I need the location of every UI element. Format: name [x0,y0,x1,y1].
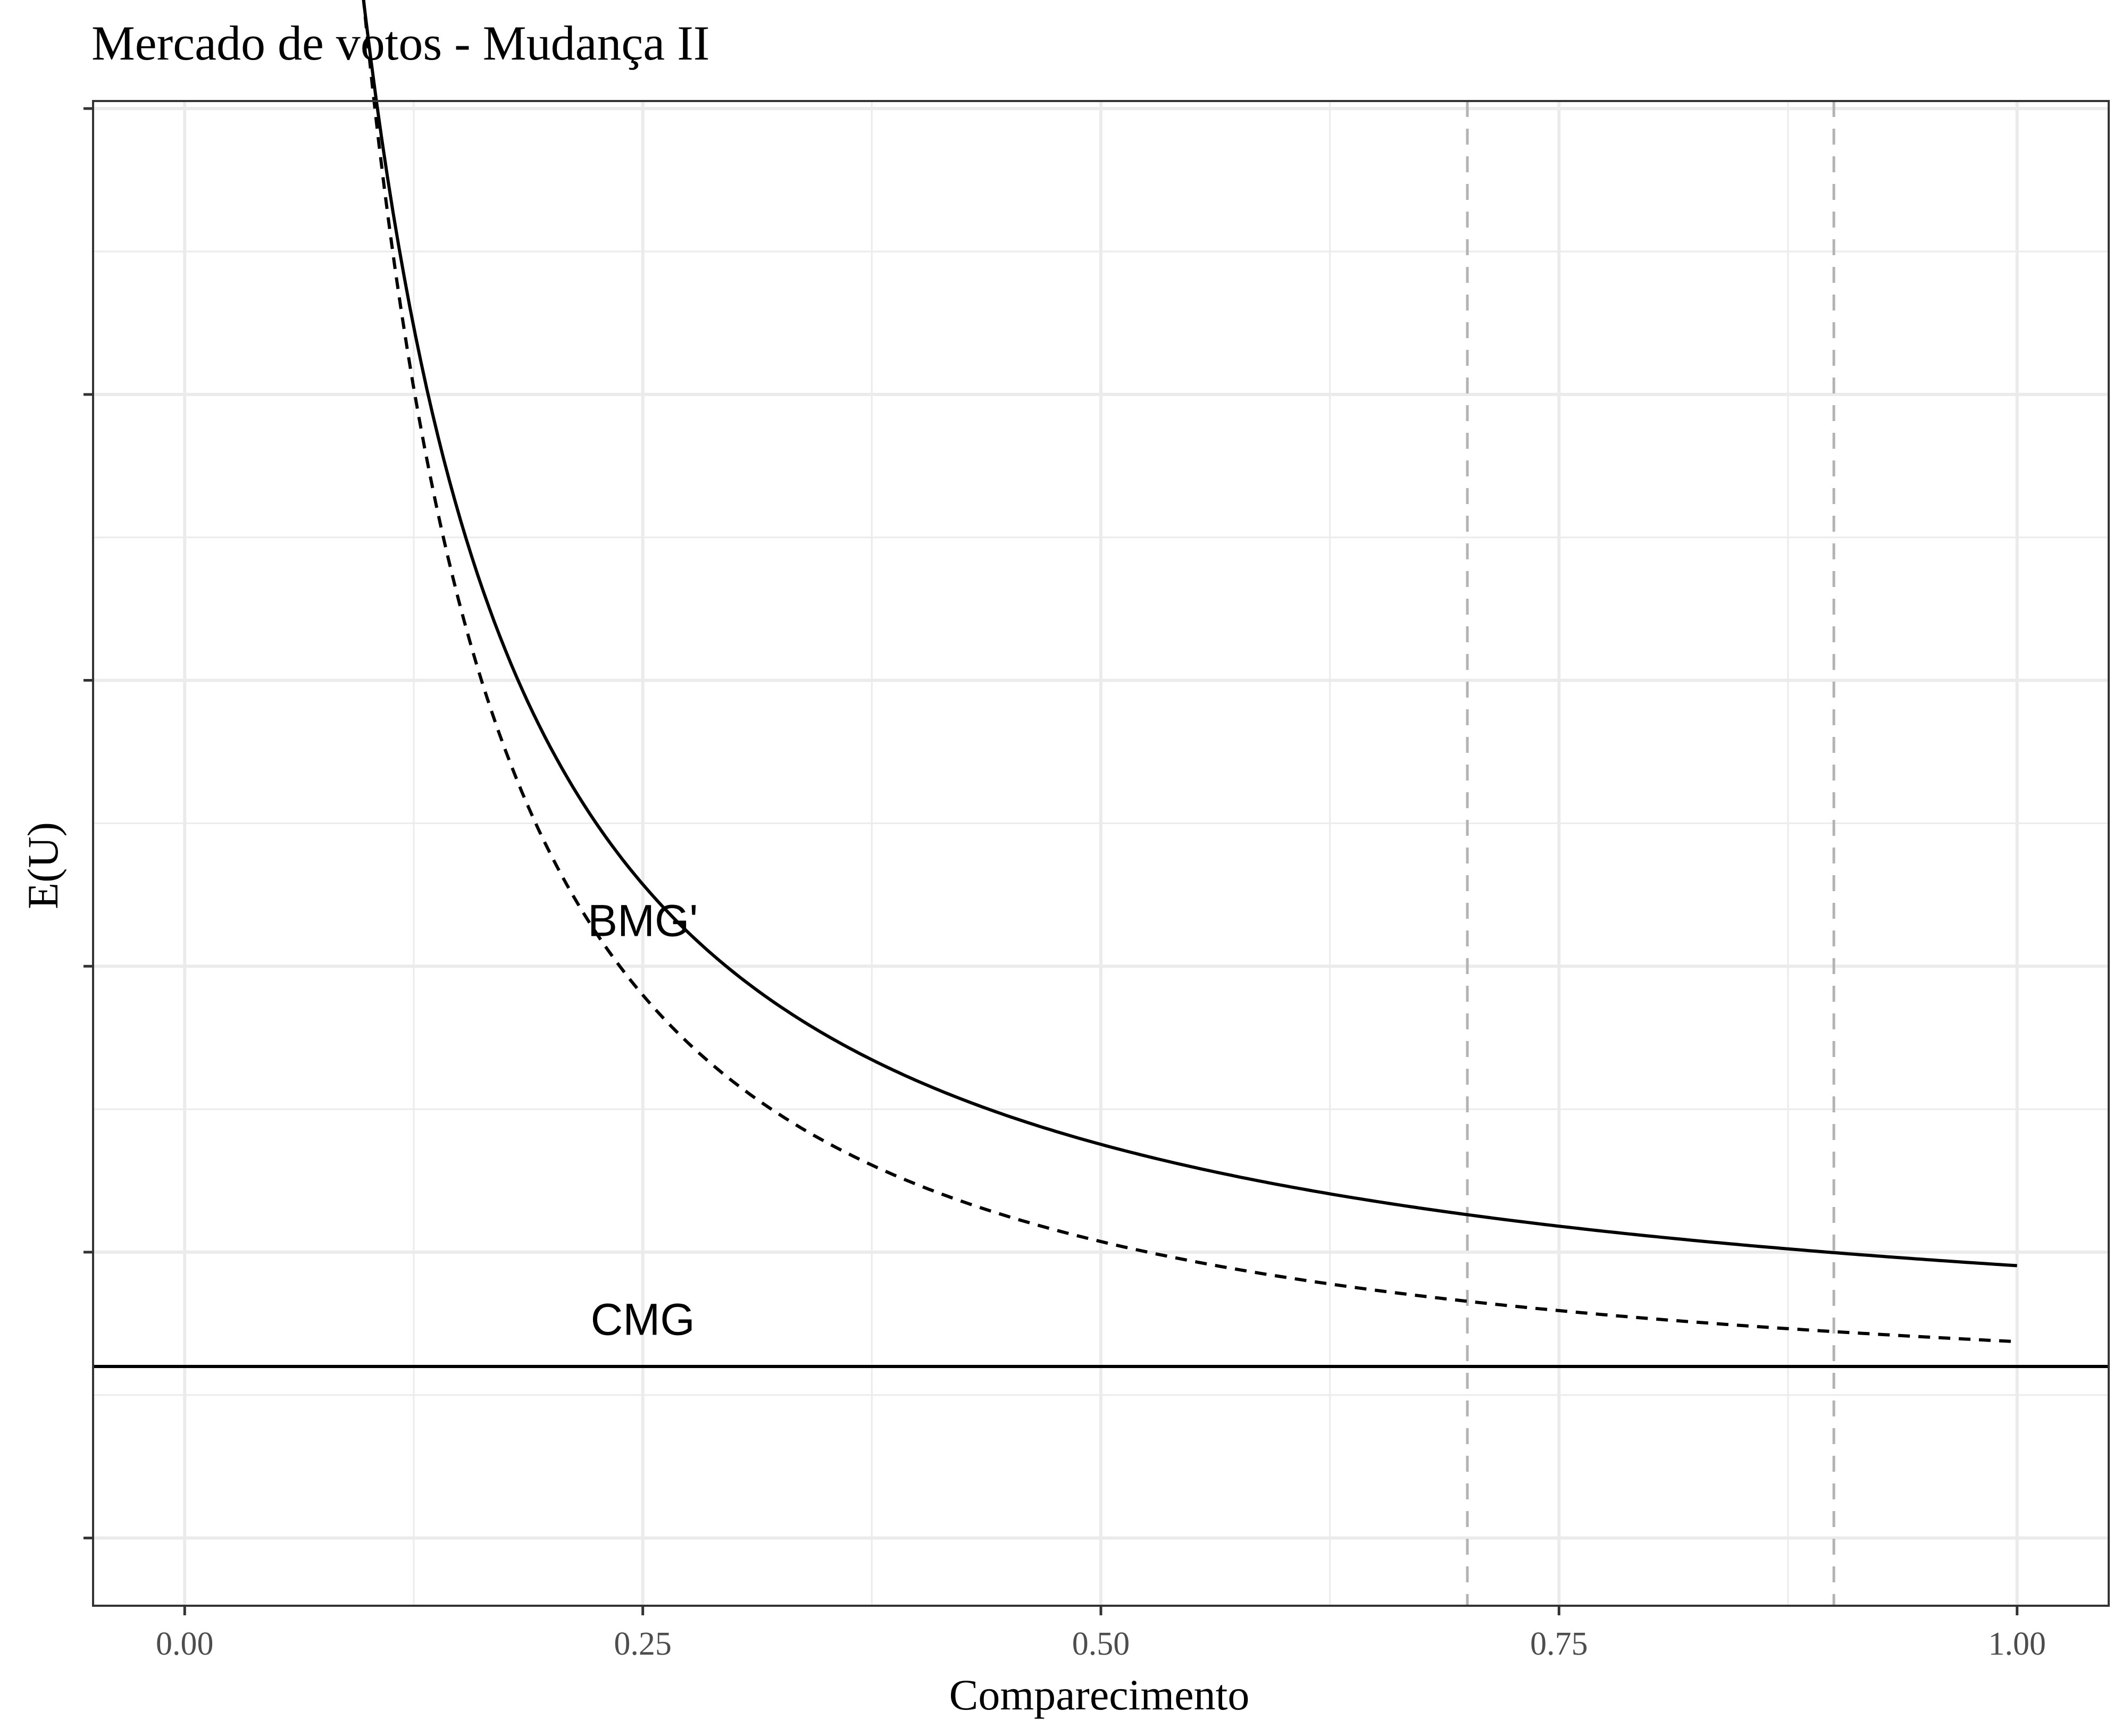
annotation-label: CMG [591,1294,695,1344]
annotation-label: BMG' [588,895,698,945]
x-tick-label: 0.50 [1072,1626,1130,1662]
reference-vertical-lines [1466,101,1835,1606]
tick-labels: 0.00 0.25 0.50 0.75 1.00 [156,1626,2046,1662]
x-tick-label: 0.25 [614,1626,672,1662]
x-tick-label: 0.75 [1530,1626,1588,1662]
x-tick-label: 1.00 [1988,1626,2046,1662]
chart-title: Mercado de votos - Mudança II [91,16,709,70]
bmg-shifted-curve [362,0,2017,1344]
bmg-curve [362,0,2017,1268]
annotations: BMG' CMG [588,895,698,1344]
x-axis-label: Comparecimento [949,1671,1250,1719]
axis-ticks [83,107,2019,1615]
series-layer [93,0,2109,1369]
y-axis-label: E(U) [19,822,67,909]
x-tick-label: 0.00 [156,1626,214,1662]
